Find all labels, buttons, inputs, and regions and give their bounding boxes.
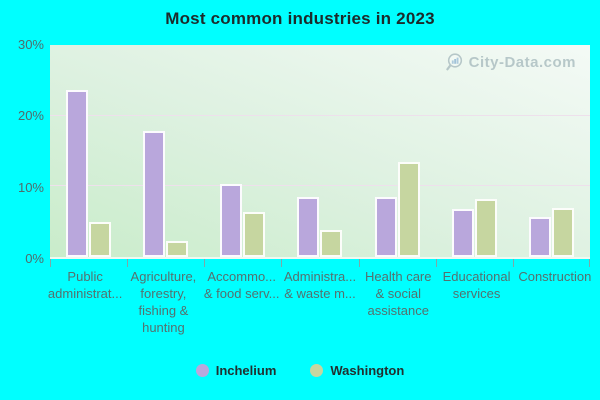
x-tick (358, 259, 360, 267)
x-tick (281, 259, 283, 267)
bar-group (127, 45, 204, 257)
bar-inchelium (451, 208, 474, 257)
gridlines (50, 45, 590, 257)
x-tick (127, 259, 129, 267)
bar-group (50, 45, 127, 257)
x-axis-ticks (50, 259, 590, 267)
x-category-label: Administra... & waste m... (283, 269, 357, 301)
y-tick-label: 10% (17, 179, 44, 195)
plot-area: City-Data.com (50, 45, 590, 259)
y-axis-labels: 0% 10% 20% 30% (0, 37, 44, 266)
y-tick-label: 30% (17, 37, 44, 52)
bars-container (50, 45, 590, 257)
legend-item-washington: Washington (310, 363, 404, 378)
chart-title: Most common industries in 2023 (165, 9, 435, 28)
bar-group (204, 45, 281, 257)
gridline-10 (50, 185, 590, 187)
x-tick (50, 259, 51, 267)
watermark-text: City-Data.com (468, 54, 576, 71)
legend-marker-icon (195, 364, 209, 377)
bar-group (436, 45, 513, 257)
bar-group (513, 45, 590, 257)
legend-marker-icon (310, 364, 324, 377)
y-tick-label: 20% (17, 108, 44, 124)
bar-washington (89, 221, 112, 257)
bar-group (359, 45, 436, 257)
legend: Inchelium Washington (0, 363, 600, 378)
x-category-label: Accommo... & food serv... (203, 269, 280, 301)
x-category-label: Construction (518, 269, 592, 284)
bar-inchelium (66, 90, 89, 257)
legend-item-inchelium: Inchelium (195, 363, 277, 378)
x-tick (204, 259, 206, 267)
bar-washington (551, 208, 574, 257)
x-tick (512, 259, 514, 267)
bar-washington (243, 211, 266, 257)
x-category-label: Agriculture, forestry, fishing & hunting (130, 269, 197, 335)
bar-inchelium (374, 196, 397, 257)
bar-inchelium (220, 184, 243, 257)
x-tick (589, 259, 590, 267)
x-category-label: Health care & social assistance (365, 269, 432, 318)
y-tick-label: 0% (25, 251, 44, 266)
gridline-20 (50, 114, 590, 116)
x-category-label: Educational services (442, 269, 511, 301)
x-axis-labels: Public administrat... Agriculture, forestry… (46, 268, 594, 336)
bar-group (281, 45, 358, 257)
bar-inchelium (528, 216, 551, 257)
x-tick (435, 259, 437, 267)
bar-inchelium (297, 196, 320, 257)
bar-inchelium (143, 131, 166, 257)
x-category-label: Public administrat... (47, 269, 123, 301)
bar-washington (320, 230, 343, 257)
legend-label: Inchelium (215, 363, 277, 378)
bar-washington (474, 199, 497, 257)
watermark: City-Data.com (445, 52, 576, 73)
bar-washington (166, 241, 189, 257)
bar-washington (397, 162, 420, 257)
city-data-logo-icon (445, 53, 462, 71)
legend-label: Washington (330, 363, 405, 378)
